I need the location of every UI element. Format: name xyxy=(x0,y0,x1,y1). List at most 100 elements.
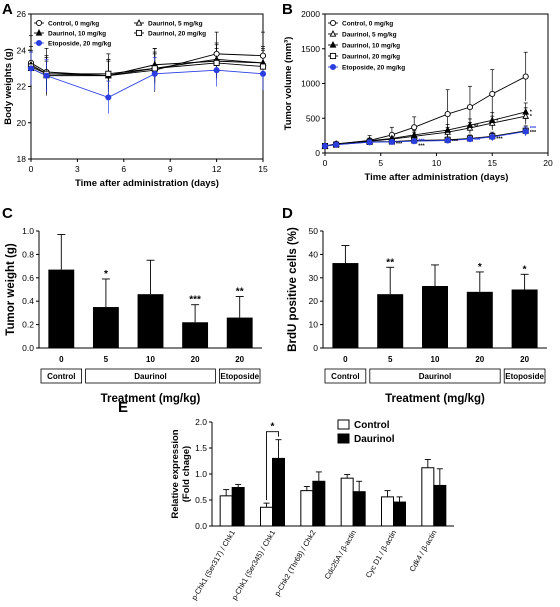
legend-label: Daurinol xyxy=(354,434,395,445)
data-point xyxy=(522,112,530,119)
bar xyxy=(466,291,493,348)
x-tick-label: 12 xyxy=(212,164,222,174)
bar xyxy=(260,506,273,527)
y-tick-label: 0.5 xyxy=(195,495,207,505)
y-tick-label: 0 xyxy=(315,148,320,158)
significance-mark: *** xyxy=(496,136,503,142)
y-tick-label: 24 xyxy=(17,45,27,55)
category-label: 20 xyxy=(235,355,244,364)
significance-mark: * xyxy=(478,262,482,273)
significance-mark: * xyxy=(530,109,533,115)
legend-marker xyxy=(35,28,43,36)
category-label: Cdk4 / β-actin xyxy=(408,529,439,574)
data-point xyxy=(259,52,267,59)
legend-marker xyxy=(35,19,43,27)
data-point xyxy=(489,90,496,97)
bar xyxy=(511,289,538,348)
legend-marker xyxy=(329,19,337,27)
bar xyxy=(422,285,448,348)
group-box xyxy=(85,368,216,384)
data-point xyxy=(151,70,158,77)
significance-mark: * xyxy=(271,422,275,433)
data-point xyxy=(522,107,530,115)
bar xyxy=(340,477,354,527)
series-2 xyxy=(29,42,265,92)
bar xyxy=(137,294,164,348)
legend: Control, 0 mg/kg Daurinol, 5 mg/kg Daurino… xyxy=(328,19,405,72)
data-point xyxy=(522,128,529,135)
y-axis-title: Tumor volume (mm³) xyxy=(283,37,294,131)
legend-label: Control, 0 mg/kg xyxy=(48,21,99,28)
panel-label-b: B xyxy=(282,1,293,18)
data-point xyxy=(27,65,35,72)
data-point xyxy=(259,70,267,77)
y-tick-label: 1.0 xyxy=(195,469,207,479)
bar xyxy=(377,294,404,348)
bar xyxy=(332,263,359,348)
data-point xyxy=(213,59,220,66)
significance-mark: *** xyxy=(530,130,537,136)
y-tick-label: 0.6 xyxy=(22,273,34,283)
bar xyxy=(393,501,406,527)
y-tick-label: 10 xyxy=(309,320,319,330)
data-point xyxy=(466,104,474,111)
category-label: Cdc25A / β-actin xyxy=(323,529,358,581)
significance-mark: ** xyxy=(236,287,244,298)
legend-label: Control, 0 mg/kg xyxy=(342,21,393,28)
x-tick-label: 15 xyxy=(258,164,268,174)
data-point xyxy=(321,142,329,150)
significance-mark: * xyxy=(496,118,499,124)
y-tick-label: 20 xyxy=(309,296,319,306)
legend-label: Daurinol, 20 mg/kg xyxy=(148,31,206,38)
x-axis-title: Treatment (mg/kg) xyxy=(101,393,201,405)
data-point xyxy=(444,126,451,133)
group-box xyxy=(324,368,367,384)
data-point xyxy=(410,130,418,138)
group-box xyxy=(218,368,261,384)
chart-tumor-volume: 0 5 10 15 20 0 500 1000 1500 2000 Time after admin… xyxy=(283,9,553,183)
bar xyxy=(226,317,253,348)
data-point xyxy=(105,94,112,101)
y-axis-title-line: (Fold chage) xyxy=(181,446,192,502)
y-axis-title: Relative expression(Fold chage) xyxy=(170,429,192,518)
y-tick-label: 40 xyxy=(309,249,319,259)
group-box xyxy=(40,368,82,384)
y-tick-label: 0.0 xyxy=(195,521,207,531)
data-point xyxy=(411,124,418,131)
data-point xyxy=(151,65,158,72)
x-tick-label: 10 xyxy=(432,158,442,168)
data-point xyxy=(366,139,373,146)
x-tick-label: 20 xyxy=(543,158,553,168)
significance-mark: ** xyxy=(474,124,479,130)
category-label: 10 xyxy=(146,355,155,364)
panel-label-e: E xyxy=(118,399,128,416)
y-tick-label: 30 xyxy=(309,273,319,283)
x-tick-label: 0 xyxy=(323,158,328,168)
data-point xyxy=(444,111,451,118)
panel-label-d: D xyxy=(282,205,293,222)
legend-label: Control xyxy=(354,420,390,431)
x-tick-label: 3 xyxy=(75,164,80,174)
series-line xyxy=(30,62,264,75)
category-label: p-Chk1 (Ser317) / Chk1 xyxy=(190,529,237,602)
bar xyxy=(300,490,314,527)
legend-marker xyxy=(329,29,337,37)
legend-label: Daurinol, 10 mg/kg xyxy=(48,31,106,38)
y-tick-label: 1.5 xyxy=(195,443,207,453)
y-axis-title-line: Relative expression xyxy=(170,429,181,518)
group-label: Control xyxy=(331,372,359,381)
series-1 xyxy=(29,44,265,91)
legend-marker xyxy=(329,40,337,48)
data-point xyxy=(522,73,529,80)
category-label: 20 xyxy=(475,355,484,364)
legend-swatch xyxy=(337,419,350,430)
panel-label-c: C xyxy=(2,205,13,222)
y-axis-title: BrdU positive cells (%) xyxy=(287,227,299,352)
significance-mark: *** xyxy=(189,295,201,306)
category-label: 10 xyxy=(431,355,440,364)
data-point xyxy=(489,133,496,141)
data-point xyxy=(213,67,220,74)
category-label: 20 xyxy=(520,355,529,364)
significance-mark: * xyxy=(530,114,533,120)
data-point xyxy=(333,141,340,148)
